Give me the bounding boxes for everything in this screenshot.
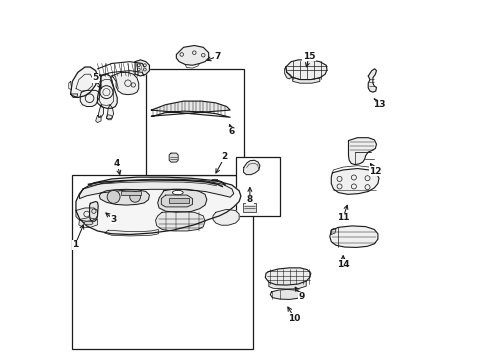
Text: 12: 12	[368, 167, 381, 176]
Polygon shape	[151, 101, 230, 117]
Circle shape	[129, 192, 140, 202]
Polygon shape	[80, 179, 233, 199]
Polygon shape	[176, 45, 208, 65]
Polygon shape	[99, 189, 149, 205]
Circle shape	[107, 190, 120, 203]
Polygon shape	[106, 115, 112, 120]
Polygon shape	[135, 60, 149, 76]
Polygon shape	[330, 168, 378, 194]
Text: 10: 10	[288, 314, 300, 323]
Polygon shape	[106, 105, 113, 119]
Polygon shape	[79, 218, 97, 227]
Polygon shape	[291, 77, 319, 83]
Bar	[243, 203, 255, 212]
Text: 9: 9	[298, 292, 305, 301]
Polygon shape	[70, 94, 78, 98]
Polygon shape	[97, 74, 117, 108]
Bar	[121, 192, 140, 195]
Polygon shape	[329, 226, 377, 247]
Polygon shape	[89, 202, 98, 221]
Polygon shape	[268, 281, 305, 289]
Text: 1: 1	[72, 240, 78, 249]
Polygon shape	[265, 268, 310, 285]
Polygon shape	[76, 177, 241, 234]
Polygon shape	[155, 212, 204, 231]
Polygon shape	[76, 208, 97, 221]
Ellipse shape	[84, 221, 93, 225]
Text: 3: 3	[110, 215, 117, 224]
Text: 4: 4	[114, 159, 120, 168]
Polygon shape	[104, 229, 158, 236]
Text: 8: 8	[246, 195, 252, 204]
Text: 11: 11	[336, 213, 348, 222]
Polygon shape	[70, 67, 97, 98]
Polygon shape	[367, 69, 376, 92]
Text: 13: 13	[372, 100, 385, 109]
Polygon shape	[285, 60, 326, 80]
Bar	[169, 198, 188, 203]
Polygon shape	[212, 210, 239, 225]
Text: 5: 5	[92, 73, 99, 82]
Bar	[235, 157, 280, 216]
Ellipse shape	[172, 190, 183, 195]
Text: 14: 14	[336, 260, 349, 269]
Polygon shape	[80, 90, 99, 107]
Polygon shape	[169, 153, 178, 162]
Polygon shape	[112, 72, 139, 95]
Text: 7: 7	[214, 52, 221, 61]
Bar	[72, 175, 253, 348]
Polygon shape	[158, 189, 206, 212]
Polygon shape	[270, 289, 300, 300]
Polygon shape	[96, 116, 101, 123]
Polygon shape	[161, 195, 192, 207]
Text: 6: 6	[228, 127, 235, 136]
Polygon shape	[243, 160, 260, 175]
Bar	[145, 69, 244, 175]
Polygon shape	[348, 138, 376, 165]
Polygon shape	[330, 228, 335, 234]
Text: 15: 15	[302, 52, 315, 61]
Text: 2: 2	[221, 152, 227, 161]
Polygon shape	[99, 105, 103, 117]
Polygon shape	[97, 74, 100, 84]
Polygon shape	[284, 67, 291, 79]
